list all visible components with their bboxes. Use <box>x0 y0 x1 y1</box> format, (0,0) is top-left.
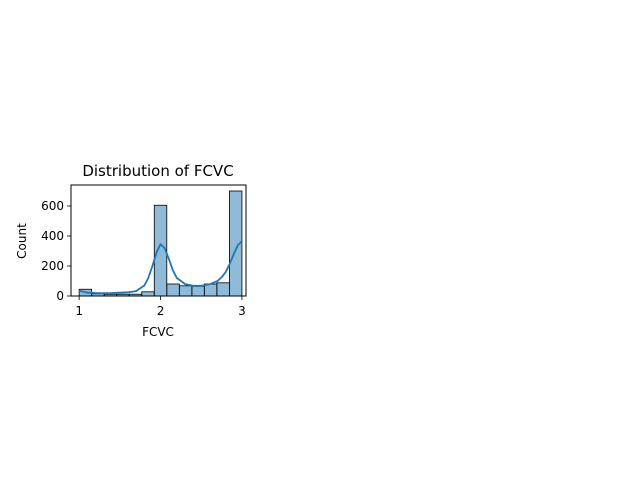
histogram-bar <box>191 285 205 297</box>
y-axis-ticks: 0 200 400 600 <box>41 199 71 303</box>
x-axis-label: FCVC <box>142 325 174 339</box>
x-tick-label: 1 <box>75 304 83 318</box>
y-tick-label: 200 <box>41 259 64 273</box>
histogram-bars <box>78 190 243 297</box>
x-tick-label: 2 <box>157 304 165 318</box>
y-tick-label: 600 <box>41 199 64 213</box>
y-tick-label: 0 <box>56 289 64 303</box>
histogram-bar <box>216 282 230 297</box>
histogram-bar <box>178 285 193 297</box>
y-tick-label: 400 <box>41 229 64 243</box>
kde-curve <box>78 240 243 295</box>
chart-title: Distribution of FCVC <box>82 162 233 180</box>
histogram-bar <box>203 283 218 297</box>
x-axis-ticks: 1 2 3 <box>75 296 246 318</box>
x-tick-label: 3 <box>238 304 246 318</box>
y-axis-label: Count <box>15 223 29 259</box>
plot-frame <box>70 184 247 297</box>
histogram-bar <box>141 291 155 297</box>
histogram-bar <box>166 283 180 297</box>
